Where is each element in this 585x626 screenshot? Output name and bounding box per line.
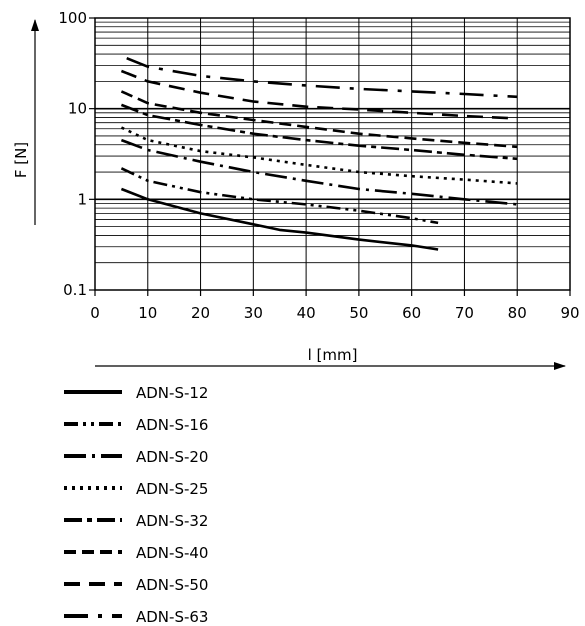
y-tick-label: 10 [68, 100, 87, 118]
x-tick-label: 50 [349, 304, 368, 322]
series-line-adn-s-63 [126, 56, 518, 99]
legend-label: ADN-S-40 [136, 544, 208, 562]
legend-label: ADN-S-50 [136, 576, 208, 594]
series-line-adn-s-20 [120, 138, 518, 206]
series-layer [120, 56, 518, 251]
legend-label: ADN-S-32 [136, 512, 208, 530]
y-tick-label: 1 [77, 190, 87, 208]
y-tick-label: 100 [58, 9, 87, 27]
x-tick-label: 10 [138, 304, 157, 322]
x-tick-label: 30 [244, 304, 263, 322]
y-tick-label: 0.1 [63, 281, 87, 299]
legend-label: ADN-S-20 [136, 448, 208, 466]
x-tick-label: 70 [455, 304, 474, 322]
legend-label: ADN-S-25 [136, 480, 208, 498]
series-line-adn-s-16 [120, 167, 439, 225]
series-line-adn-s-50 [120, 69, 518, 120]
x-tick-label: 0 [90, 304, 100, 322]
y-axis-label: F [N] [12, 142, 30, 178]
x-tick-label: 80 [508, 304, 527, 322]
legend-label: ADN-S-12 [136, 384, 208, 402]
axes: 0 10 20 30 40 50 60 70 80 90 0.1 1 10 100 F [N] l [mm] [12, 9, 580, 370]
x-tick-label: 60 [402, 304, 421, 322]
x-tick-label: 40 [297, 304, 316, 322]
legend: ADN-S-12 ADN-S-16 ADN-S-20 ADN-S-25 ADN-S-32… [64, 384, 208, 626]
plot-frame [94, 17, 571, 291]
grid [94, 17, 571, 291]
legend-label: ADN-S-63 [136, 608, 208, 626]
x-tick-label: 90 [560, 304, 579, 322]
series-line-adn-s-40 [120, 90, 518, 149]
legend-label: ADN-S-16 [136, 416, 208, 434]
x-tick-label: 20 [191, 304, 210, 322]
series-line-adn-s-32 [120, 103, 518, 161]
x-axis-label: l [mm] [308, 346, 358, 364]
series-line-adn-s-12 [120, 187, 439, 251]
